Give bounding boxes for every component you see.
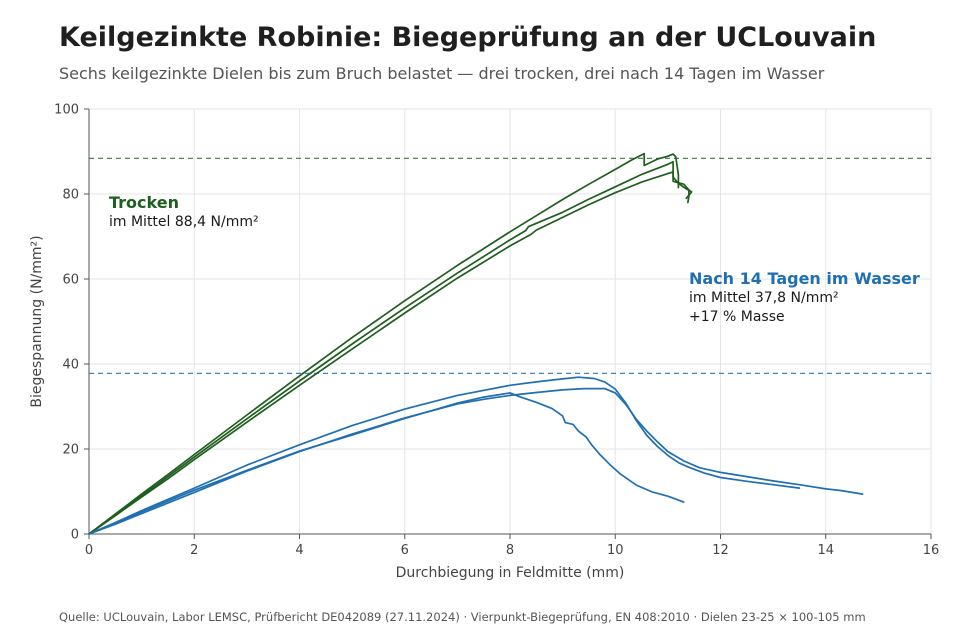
- y-tick-label: 20: [62, 443, 79, 458]
- y-axis-label: Biegespannung (N/mm²): [29, 235, 45, 407]
- x-tick-label: 12: [712, 543, 729, 558]
- x-tick-label: 14: [817, 543, 834, 558]
- y-tick-label: 100: [54, 103, 79, 118]
- x-axis-label: Durchbiegung in Feldmitte (mm): [396, 565, 625, 581]
- chart-subtitle: Sechs keilgezinkte Dielen bis zum Bruch …: [59, 64, 825, 83]
- annotation-dry: Trocken im Mittel 88,4 N/mm²: [109, 193, 259, 230]
- annotation-wet: Nach 14 Tagen im Wasser im Mittel 37,8 N…: [689, 269, 920, 325]
- series-line-dry-3: [88, 152, 680, 535]
- data-series: [88, 152, 864, 535]
- annotation-dry-title: Trocken: [109, 193, 179, 212]
- x-tick-label: 2: [190, 543, 198, 558]
- x-tick-label: 0: [85, 543, 93, 558]
- series-line-wet-6: [88, 376, 801, 535]
- x-tick-label: 10: [607, 543, 624, 558]
- source-note: Quelle: UCLouvain, Labor LEMSC, Prüfberi…: [59, 610, 866, 624]
- annotation-dry-mean: im Mittel 88,4 N/mm²: [109, 214, 259, 230]
- x-tick-label: 8: [506, 543, 514, 558]
- y-tick-label: 40: [62, 358, 79, 373]
- series-line-dry-1: [88, 171, 690, 535]
- annotation-wet-mean: im Mittel 37,8 N/mm²: [689, 290, 839, 306]
- series-line-wet-5: [88, 387, 864, 535]
- y-tick-label: 60: [62, 273, 79, 288]
- y-tick-labels: 0 20 40 60 80 100: [54, 103, 89, 543]
- x-tick-label: 4: [295, 543, 303, 558]
- series-line-dry-2: [88, 160, 693, 535]
- y-tick-label: 0: [71, 528, 79, 543]
- y-tick-label: 80: [62, 188, 79, 203]
- annotation-wet-mass: +17 % Masse: [689, 309, 785, 325]
- x-tick-labels: 0 2 4 6 8 10 12 14 16: [85, 534, 939, 558]
- x-tick-label: 6: [401, 543, 409, 558]
- annotation-wet-title: Nach 14 Tagen im Wasser: [689, 269, 920, 288]
- chart-title: Keilgezinkte Robinie: Biegeprüfung an de…: [59, 22, 877, 53]
- x-tick-label: 16: [923, 543, 940, 558]
- grid: [88, 108, 932, 535]
